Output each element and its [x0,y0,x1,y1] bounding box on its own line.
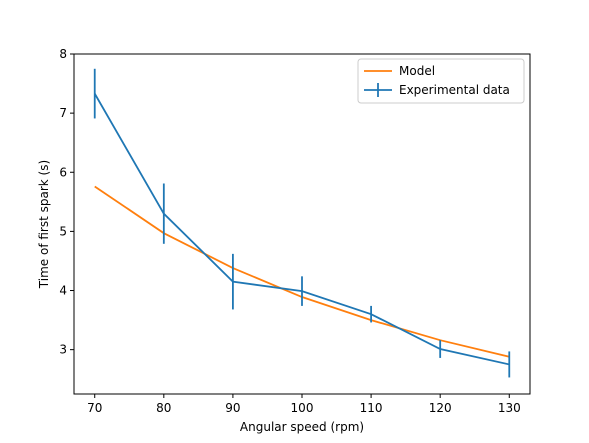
x-tick-label: 120 [429,401,452,415]
x-tick-label: 100 [291,401,314,415]
x-tick-label: 110 [360,401,383,415]
x-axis-ticks: 70 80 90 100 110 120 130 [87,394,521,415]
legend-box [357,58,525,104]
y-tick-label: 6 [59,165,67,179]
series-layer [93,68,511,378]
y-axis-label: Time of first spark (s) [37,160,51,289]
legend: Model Experimental data [357,58,525,104]
legend-experimental-label: Experimental data [399,83,510,97]
y-tick-label: 8 [59,47,67,61]
y-axis-ticks: 3 4 5 6 7 8 [59,47,74,357]
x-axis-label: Angular speed (rpm) [240,420,364,434]
y-tick-label: 5 [59,224,67,238]
x-tick-label: 90 [225,401,240,415]
legend-model-label: Model [399,64,435,78]
y-tick-label: 7 [59,106,67,120]
x-tick-label: 130 [498,401,521,415]
x-tick-label: 80 [156,401,171,415]
y-tick-label: 4 [59,284,67,298]
y-tick-label: 3 [59,343,67,357]
x-tick-label: 70 [87,401,102,415]
plot-area [74,54,530,394]
